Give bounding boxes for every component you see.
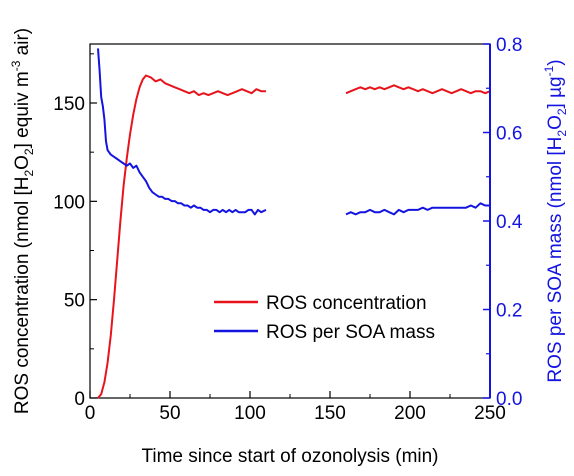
y-left-label-mid2: ] equiv m — [12, 71, 33, 148]
x-tick-label: 200 — [394, 403, 426, 424]
x-tick-label: 0 — [85, 403, 96, 424]
legend: ROS concentration ROS per SOA mass — [214, 293, 435, 343]
y-right-label-mid1: O — [545, 115, 566, 130]
y-left-label-mid1: O — [12, 155, 33, 170]
y-left-tick-label: 100 — [53, 192, 85, 213]
y-left-label-sup: -3 — [9, 60, 23, 71]
y-left-label-sub2: 2 — [22, 148, 36, 155]
x-tick-label: 50 — [159, 403, 180, 424]
series-line-ros-concentration — [345, 84, 491, 95]
series-layer — [97, 48, 491, 399]
y-left-label-suffix: air) — [12, 28, 33, 61]
y-left-axis-label: ROS concentration (nmol [H2O2] equiv m-3… — [9, 28, 36, 414]
y-left-tick-label: 150 — [53, 94, 85, 115]
y-right-label-sup: -1 — [542, 65, 556, 76]
y-right-axis-label: ROS per SOA mass (nmol [H2O2] µg-1) — [542, 59, 569, 382]
y-left-tick-label: 50 — [64, 291, 85, 312]
y-right-label-sub2: 2 — [555, 108, 569, 115]
y-right-tick-label: 0.2 — [496, 301, 522, 322]
y-right-tick-label: 0.0 — [496, 389, 522, 410]
x-tick-label: 100 — [234, 403, 266, 424]
y-right-tick-label: 0.4 — [496, 212, 523, 233]
series-line-ros-concentration — [97, 74, 266, 399]
axes-layer: 0 50 100 150 200 250 0 50 100 150 0.0 0.2 0.4 0.6 0.8 — [53, 35, 523, 424]
series-line-ros-per-soa-mass — [97, 48, 267, 216]
y-right-tick-label: 0.8 — [496, 35, 522, 56]
y-right-label-suffix: ) — [545, 59, 566, 65]
plot-frame — [89, 43, 491, 399]
y-left-tick-label: 0 — [74, 389, 85, 410]
y-left-label-prefix: ROS concentration (nmol [H — [12, 177, 33, 415]
x-axis-label: Time since start of ozonolysis (min) — [141, 446, 438, 467]
x-tick-label: 150 — [314, 403, 346, 424]
y-right-label-sub: 2 — [555, 130, 569, 137]
legend-label-ros-concentration: ROS concentration — [266, 293, 427, 314]
y-left-label-sub: 2 — [22, 170, 36, 177]
y-right-label-prefix: ROS per SOA mass (nmol [H — [545, 137, 566, 383]
legend-label-ros-per-soa-mass: ROS per SOA mass — [266, 322, 435, 343]
y-right-tick-label: 0.6 — [496, 124, 522, 145]
series-line-ros-per-soa-mass — [345, 202, 490, 216]
y-right-label-mid2: ] µg — [545, 76, 566, 108]
x-tick-label: 250 — [474, 403, 506, 424]
